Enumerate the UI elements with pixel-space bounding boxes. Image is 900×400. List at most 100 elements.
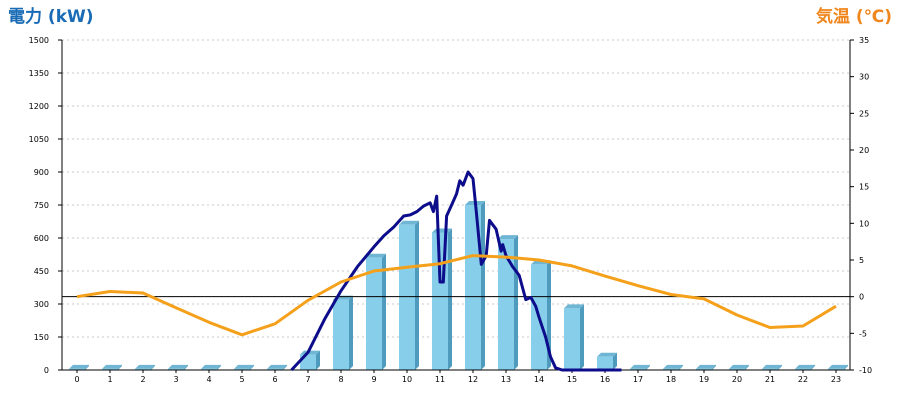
x-tick-label: 15 [567,375,577,384]
power-bar-face [102,368,118,370]
left-tick-label: 1350 [29,69,49,78]
x-tick-label: 13 [501,375,511,384]
power-bar [795,364,815,370]
power-bar-top [267,364,287,369]
power-bars [69,201,848,370]
power-bar-top [69,364,89,369]
x-tick-label: 9 [371,375,376,384]
power-bar-side [778,364,782,370]
power-bar-top [366,253,386,258]
power-bar [300,350,320,370]
power-bar-side [151,364,155,370]
power-bar [102,364,122,370]
power-bar [498,235,518,370]
left-tick-label: 1200 [29,102,49,111]
power-bar-side [712,364,716,370]
power-bar-side [316,350,320,370]
x-tick-label: 23 [831,375,841,384]
right-tick-label: 30 [859,73,869,82]
x-tick-label: 4 [206,375,211,384]
right-tick-label: 5 [859,256,864,265]
power-bar-side [250,364,254,370]
power-bar-face [399,224,415,370]
power-line [290,170,622,372]
power-bar-side [382,253,386,370]
power-bar-top [201,364,221,369]
power-bar-face [762,368,778,370]
power-bar-top [630,364,650,369]
power-bar [267,364,287,370]
power-bar-face [69,368,85,370]
power-bar-face [267,368,283,370]
power-bar-top [102,364,122,369]
power-bar [69,364,89,370]
power-bar [663,364,683,370]
x-tick-label: 19 [699,375,709,384]
power-bar-face [795,368,811,370]
right-tick-label: 20 [859,146,869,155]
power-bar-top [828,364,848,369]
axes [58,39,854,373]
left-tick-label: 1050 [29,135,49,144]
power-bar-face [465,205,481,370]
power-bar-top [498,235,518,240]
power-bar-side [646,364,650,370]
power-bar [135,364,155,370]
left-tick-label: 1500 [29,36,49,45]
power-bar [234,364,254,370]
power-bar [168,364,188,370]
power-bar-face [234,368,250,370]
grid [62,39,850,338]
power-bar [729,364,749,370]
power-bar [630,364,650,370]
x-tick-label: 8 [338,375,343,384]
power-bar-side [481,201,485,370]
left-tick-label: 900 [34,168,49,177]
power-bar-face [168,368,184,370]
power-bar-side [613,352,617,370]
left-tick-label: 150 [34,333,49,342]
power-bar-top [168,364,188,369]
power-bar-top [597,352,617,357]
left-tick-label: 300 [34,300,49,309]
power-bar-face [828,368,844,370]
right-tick-label: 25 [859,109,869,118]
power-bar-side [85,364,89,370]
power-bar-face [597,356,613,370]
power-bar-top [564,304,584,309]
x-tick-label: 10 [402,375,412,384]
right-tick-label: 35 [859,36,869,45]
power-bar-side [217,364,221,370]
power-bar-face [201,368,217,370]
power-bar-top [399,220,419,225]
power-bar [531,260,551,370]
power-bar-top [135,364,155,369]
lines [76,170,837,372]
x-tick-label: 20 [732,375,742,384]
power-bar-side [448,228,452,370]
power-bar [762,364,782,370]
power-bar [399,220,419,370]
power-bar-side [349,295,353,370]
x-tick-label: 22 [798,375,808,384]
power-bar-face [366,257,382,370]
power-bar-top [795,364,815,369]
x-tick-label: 3 [173,375,178,384]
power-bar-face [696,368,712,370]
power-bar-face [630,368,646,370]
left-tick-label: 450 [34,267,49,276]
temperature-line [76,254,837,337]
x-tick-label: 16 [600,375,610,384]
right-axis-title: 気温 (℃) [815,6,892,27]
right-tick-label: -5 [859,329,867,338]
x-tick-label: 18 [666,375,676,384]
power-bar-top [762,364,782,369]
power-bar-side [283,364,287,370]
x-tick-label: 21 [765,375,775,384]
power-bar-side [415,220,419,370]
power-bar [597,352,617,370]
power-bar-face [663,368,679,370]
power-bar-side [580,304,584,370]
x-tick-label: 0 [74,375,79,384]
